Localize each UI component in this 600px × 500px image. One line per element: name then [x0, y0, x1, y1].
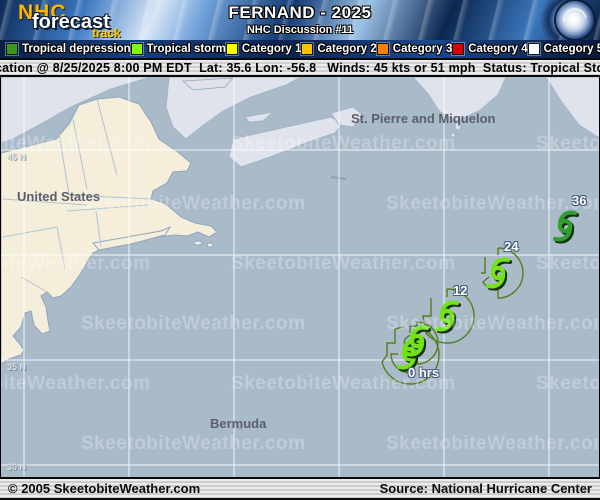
tropical-depression-swatch	[6, 43, 18, 55]
skeetobite-watermark: SkeetobiteWeather.com	[386, 433, 600, 454]
skeetobite-watermark: SkeetobiteWeather.com	[81, 313, 306, 334]
legend-label: Tropical depression	[22, 43, 131, 55]
intensity-legend: Tropical depression Tropical storm Categ…	[0, 40, 600, 58]
header-banner: NHC forecast track FERNAND - 2025 NHC Di…	[0, 0, 600, 40]
label-united-states: United States	[17, 189, 101, 204]
skeetobite-watermark: SkeetobiteWeather.com	[81, 433, 306, 454]
skeetobite-watermark: SkeetobiteWeather.com	[386, 193, 600, 214]
skeetobite-watermark: SkeetobiteWeather.com	[1, 253, 151, 274]
legend-label: Category 4	[468, 43, 528, 55]
legend-label: Category 2	[317, 43, 377, 55]
hurricane-swirl-icon	[558, 3, 592, 37]
footer-bar: © 2005 SkeetobiteWeather.com Source: Nat…	[0, 477, 600, 500]
legend-item-category-3: Category 3	[376, 43, 453, 55]
hurricane-satellite-icon	[556, 1, 594, 39]
category-2-swatch	[301, 43, 314, 55]
skeetobite-watermark: SkeetobiteWeather.com	[81, 193, 306, 214]
legend-label: Category 5	[543, 43, 600, 55]
skeetobite-watermark: SkeetobiteWeather.com	[1, 373, 151, 394]
category-4-swatch	[452, 43, 465, 55]
logo-track-text: track	[92, 26, 121, 40]
logo-forecast-text: forecast	[32, 11, 110, 33]
skeetobite-watermark: SkeetobiteWeather.com	[536, 373, 599, 394]
legend-item-category-4: Category 4	[452, 43, 528, 55]
logo-nhc-text: NHC	[18, 1, 67, 24]
category-1-swatch	[225, 43, 238, 55]
legend-item-category-2: Category 2	[301, 43, 377, 55]
legend-item-tropical-storm: Tropical storm	[130, 43, 226, 55]
track-label-36hr: 36	[572, 193, 587, 208]
legend-label: Tropical storm	[146, 43, 226, 55]
lat-label-45n: 45 N	[7, 152, 27, 162]
category-5-swatch	[527, 43, 540, 55]
nhc-forecast-track-logo: NHC forecast track	[14, 0, 164, 40]
lat-label-35n: 35 N	[7, 362, 27, 372]
skeetobite-watermark: SkeetobiteWeather.com	[231, 253, 456, 274]
legend-item-category-1: Category 1	[225, 43, 302, 55]
lat-lon-gridlines	[1, 77, 599, 477]
legend-item-tropical-depression: Tropical depression	[6, 43, 131, 55]
track-label-0hrs: 0 hrs	[408, 365, 440, 380]
lat-label-30n: 30 N	[7, 462, 27, 472]
skeetobite-watermark: SkeetobiteWeather.com	[1, 133, 151, 154]
skeetobite-watermark: SkeetobiteWeather.com	[231, 373, 456, 394]
label-st-pierre-and-miquelon: St. Pierre and Miquelon	[351, 111, 496, 126]
copyright-text: © 2005 SkeetobiteWeather.com	[8, 481, 201, 496]
storm-status-bar: Location @ 8/25/2025 8:00 PM EDT Lat: 35…	[0, 58, 600, 77]
category-3-swatch	[376, 43, 389, 55]
tropical-storm-swatch	[130, 43, 143, 55]
skeetobite-watermark: SkeetobiteWeather.com	[231, 133, 456, 154]
track-label-24hr: 24	[504, 239, 519, 254]
legend-label: Category 1	[241, 43, 302, 55]
title-block: FERNAND - 2025 NHC Discussion #11	[120, 3, 480, 36]
storm-title: FERNAND - 2025	[228, 3, 372, 22]
legend-label: Category 3	[392, 43, 453, 55]
us-landmass	[1, 96, 218, 365]
state-borders	[2, 98, 152, 293]
label-bermuda: Bermuda	[210, 416, 267, 431]
banner-streaks	[0, 0, 600, 40]
storm-status-text: Location @ 8/25/2025 8:00 PM EDT Lat: 35…	[0, 60, 600, 75]
discussion-subtitle: NHC Discussion #11	[246, 24, 354, 36]
basemap	[1, 77, 599, 477]
source-text: Source: National Hurricane Center	[379, 481, 592, 496]
skeetobite-watermark: SkeetobiteWeather.com	[536, 133, 599, 154]
legend-item-category-5: Category 5	[527, 43, 600, 55]
track-label-12hr: 12	[453, 283, 468, 298]
forecast-track-map: SkeetobiteWeather.com SkeetobiteWeather.c…	[0, 77, 600, 477]
skeetobite-watermark: SkeetobiteWeather.com	[386, 313, 600, 334]
bermuda-islet	[238, 427, 242, 430]
skeetobite-watermark: SkeetobiteWeather.com	[536, 253, 599, 274]
